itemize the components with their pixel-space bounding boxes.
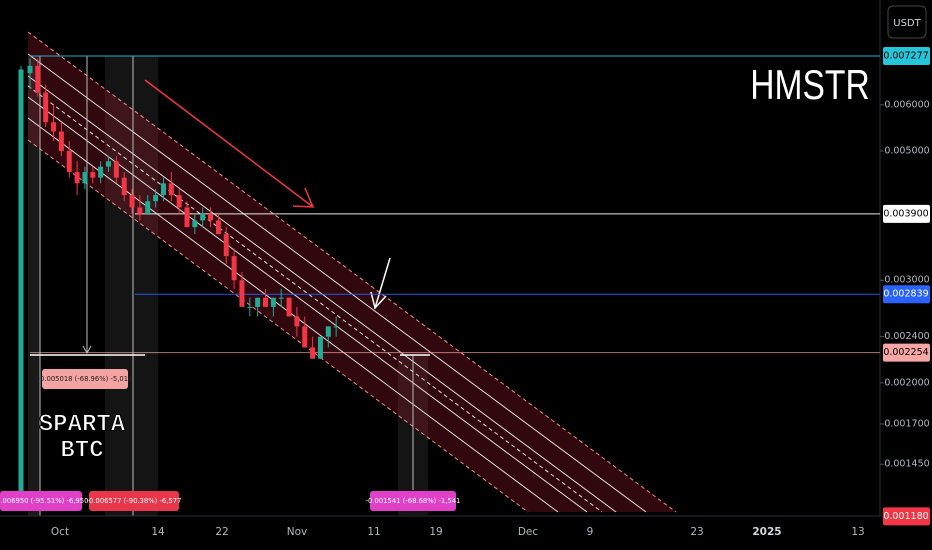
measure-badge-label: -0.001541 (-68.68%) -1,541 bbox=[366, 497, 461, 505]
candle-body bbox=[223, 234, 229, 257]
measure-box bbox=[42, 369, 128, 389]
candle-body bbox=[168, 183, 174, 196]
candle-body bbox=[200, 213, 206, 221]
channel-line bbox=[27, 53, 647, 513]
arrow-head bbox=[292, 187, 315, 208]
candle-body bbox=[263, 297, 268, 307]
x-tick-label: 19 bbox=[429, 526, 442, 538]
candle-body bbox=[35, 65, 41, 93]
channel-upper bbox=[27, 31, 677, 513]
candle-body bbox=[239, 280, 245, 307]
candle-body bbox=[121, 177, 127, 196]
candle-body bbox=[192, 220, 198, 228]
x-tick-label: 23 bbox=[690, 526, 703, 538]
x-tick-label: 9 bbox=[587, 526, 594, 538]
x-tick-label: 14 bbox=[151, 526, 165, 538]
candle-body bbox=[302, 326, 308, 348]
price-badge bbox=[883, 507, 930, 526]
measure-badge-label: -0.006950 (-95.51%) -6,950 bbox=[0, 497, 88, 505]
candle-body bbox=[325, 326, 331, 337]
candle-body bbox=[215, 220, 221, 235]
candle-body bbox=[27, 65, 33, 74]
range-band bbox=[28, 56, 40, 516]
y-tick-label: 0.002000 bbox=[884, 377, 929, 388]
pointer-arrow bbox=[374, 257, 391, 309]
price-badge bbox=[883, 204, 930, 223]
candle-body bbox=[270, 297, 276, 307]
price-badge bbox=[883, 343, 930, 362]
x-tick-label: 2025 bbox=[752, 526, 781, 538]
candle-body bbox=[160, 183, 166, 196]
channel-line bbox=[27, 96, 588, 513]
watermark-title: HMSTR bbox=[750, 63, 869, 109]
candle-body bbox=[247, 306, 253, 308]
y-tick-label: 0.001450 bbox=[884, 459, 929, 470]
candle-body bbox=[58, 131, 64, 151]
measure-badge bbox=[89, 491, 179, 511]
measure-label: -0.005018 (-68.96%) -5,018 bbox=[38, 375, 133, 383]
candle-body bbox=[66, 150, 72, 173]
channel-mid bbox=[27, 85, 603, 513]
x-tick-label: Nov bbox=[287, 526, 308, 538]
logo-text: SPARTA bbox=[39, 411, 126, 438]
candle-body bbox=[129, 195, 135, 208]
candle-body bbox=[208, 213, 214, 221]
logo-text: BTC bbox=[60, 437, 103, 464]
candle-body bbox=[153, 195, 159, 202]
measure-badge bbox=[370, 491, 456, 511]
candle-body bbox=[184, 207, 190, 228]
price-badge-label: 0.002254 bbox=[883, 347, 928, 358]
candle-body bbox=[255, 297, 261, 307]
candle-body bbox=[137, 207, 143, 214]
y-tick-label: 0.003000 bbox=[884, 275, 929, 286]
currency-button[interactable] bbox=[887, 5, 927, 39]
candle-body bbox=[51, 122, 57, 132]
range-band bbox=[105, 56, 158, 516]
candle-body bbox=[294, 316, 300, 327]
measure-badge bbox=[0, 491, 82, 511]
candle-body bbox=[113, 161, 119, 178]
candle-body bbox=[98, 166, 104, 178]
candle-body bbox=[18, 69, 24, 511]
measure-badge-label: -0.006577 (-90.38%) -6,577 bbox=[87, 497, 182, 505]
currency-label[interactable]: USDT bbox=[893, 18, 921, 29]
arrow-head bbox=[370, 291, 387, 310]
x-tick-label: 13 bbox=[851, 526, 864, 538]
candle-body bbox=[43, 92, 49, 123]
price-badge-label: 0.002839 bbox=[883, 289, 928, 300]
channel-line bbox=[27, 117, 559, 513]
candle-body bbox=[145, 201, 151, 214]
price-badge-label: 0.003900 bbox=[883, 208, 928, 219]
y-tick-label: 0.005000 bbox=[884, 145, 929, 156]
y-tick-label: 0.006000 bbox=[884, 99, 929, 110]
candle-body bbox=[82, 172, 88, 184]
y-tick-label: 0.001700 bbox=[884, 418, 929, 429]
candle-body bbox=[231, 256, 237, 281]
candle-body bbox=[176, 195, 182, 208]
x-tick-label: Dec bbox=[518, 526, 539, 538]
candle-body bbox=[310, 347, 316, 359]
price-badge-label: 0.007277 bbox=[883, 51, 928, 62]
x-tick-label: Oct bbox=[51, 526, 69, 538]
candle-body bbox=[333, 326, 339, 328]
candle-body bbox=[90, 172, 96, 178]
candle-body bbox=[106, 161, 111, 167]
channel-lower bbox=[27, 139, 529, 513]
candle-body bbox=[278, 297, 284, 299]
candle-body bbox=[317, 336, 323, 359]
candle-body bbox=[286, 297, 292, 317]
x-tick-label: 11 bbox=[367, 526, 380, 538]
candle-body bbox=[74, 172, 80, 184]
y-tick-label: 0.002400 bbox=[884, 331, 929, 342]
trend-arrow bbox=[144, 79, 314, 208]
price-badge bbox=[883, 47, 930, 66]
price-badge bbox=[883, 285, 930, 304]
x-tick-label: 22 bbox=[215, 526, 228, 538]
price-badge-label: 0.001180 bbox=[883, 511, 928, 522]
